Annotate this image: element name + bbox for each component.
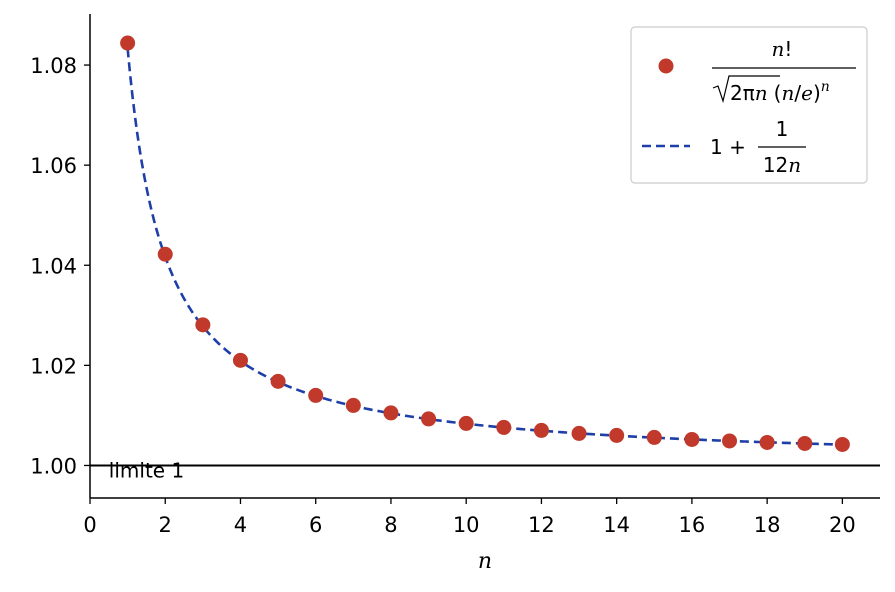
series-ratio-points bbox=[120, 35, 850, 452]
data-point bbox=[270, 373, 286, 389]
legend-approx-numerator: 1 bbox=[776, 117, 789, 141]
legend-ratio-denominator: 2πn (n/e)n bbox=[730, 79, 830, 105]
x-tick-label: 16 bbox=[679, 513, 706, 537]
data-point bbox=[609, 427, 625, 443]
legend-approx-prefix: 1 + bbox=[710, 135, 746, 159]
data-point bbox=[383, 405, 399, 421]
x-tick-label: 12 bbox=[528, 513, 555, 537]
legend-label-ratio: n! 2πn (n/e)n bbox=[712, 37, 856, 105]
data-point bbox=[157, 246, 173, 262]
legend-marker-ratio bbox=[658, 58, 674, 74]
y-tick-label: 1.08 bbox=[30, 54, 77, 78]
data-point bbox=[797, 435, 813, 451]
x-ticks: 0 2 4 6 8 10 12 14 16 18 20 bbox=[83, 498, 856, 537]
data-point bbox=[646, 429, 662, 445]
data-point bbox=[232, 352, 248, 368]
x-tick-label: 18 bbox=[754, 513, 781, 537]
x-tick-label: 2 bbox=[159, 513, 172, 537]
data-point bbox=[834, 436, 850, 452]
legend-label-approx: 1 + 1 12n bbox=[710, 117, 806, 177]
x-axis-title: n bbox=[478, 549, 492, 574]
y-ticks: 1.00 1.02 1.04 1.06 1.08 bbox=[30, 54, 90, 478]
limit-annotation: limite 1 bbox=[109, 458, 184, 482]
x-tick-label: 6 bbox=[309, 513, 322, 537]
x-tick-label: 20 bbox=[829, 513, 856, 537]
x-tick-label: 0 bbox=[83, 513, 96, 537]
x-tick-label: 14 bbox=[603, 513, 630, 537]
legend-approx-denominator: 12n bbox=[763, 153, 801, 177]
axes bbox=[89, 14, 880, 499]
legend-frame bbox=[630, 26, 868, 184]
data-point bbox=[722, 433, 738, 449]
y-tick-label: 1.00 bbox=[30, 454, 77, 478]
data-point bbox=[759, 434, 775, 450]
sqrt-sign-icon bbox=[712, 75, 780, 104]
data-point bbox=[120, 35, 136, 51]
x-tick-label: 4 bbox=[234, 513, 247, 537]
x-tick-label: 10 bbox=[453, 513, 480, 537]
legend-ratio-numerator: n! bbox=[772, 37, 793, 61]
data-point bbox=[308, 387, 324, 403]
data-point bbox=[496, 419, 512, 435]
data-point bbox=[195, 317, 211, 333]
y-tick-label: 1.06 bbox=[30, 154, 77, 178]
series-1-plus-1-over-12n-line bbox=[126, 48, 843, 446]
data-point bbox=[421, 411, 437, 427]
legend: n! 2πn (n/e)n 1 + 1 12n bbox=[630, 26, 868, 184]
data-point bbox=[345, 397, 361, 413]
data-point bbox=[458, 415, 474, 431]
data-point bbox=[571, 425, 587, 441]
data-point bbox=[684, 431, 700, 447]
data-point bbox=[533, 422, 549, 438]
x-tick-label: 8 bbox=[384, 513, 397, 537]
y-tick-label: 1.04 bbox=[30, 254, 77, 278]
y-tick-label: 1.02 bbox=[30, 354, 77, 378]
